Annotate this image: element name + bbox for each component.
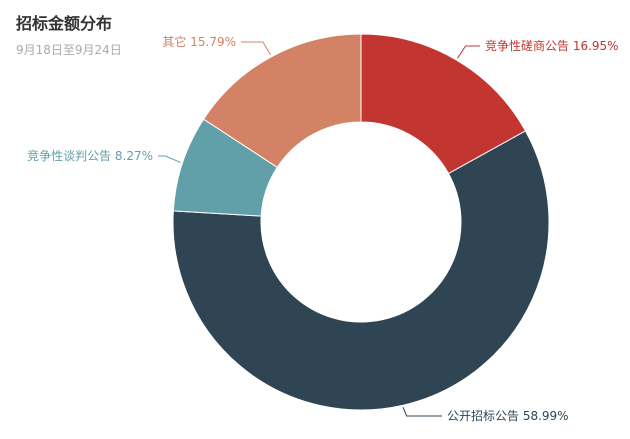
slice-label: 其它 15.79% — [162, 34, 236, 49]
pie-slice[interactable] — [172, 130, 550, 411]
pie-slice[interactable] — [360, 33, 527, 175]
label-leader-line — [158, 155, 181, 163]
pie-slice[interactable] — [202, 33, 362, 168]
slice-label: 公开招标公告 58.99% — [447, 409, 569, 423]
label-leader-line — [402, 407, 442, 417]
label-leader-line — [457, 45, 480, 59]
chart-title: 招标金额分布 — [16, 14, 113, 33]
slice-label: 竞争性磋商公告 16.95% — [485, 38, 619, 53]
slice-label: 竞争性谈判公告 8.27% — [27, 149, 153, 163]
label-leader-line — [241, 41, 271, 56]
chart-subtitle: 9月18日至9月24日 — [16, 43, 122, 57]
